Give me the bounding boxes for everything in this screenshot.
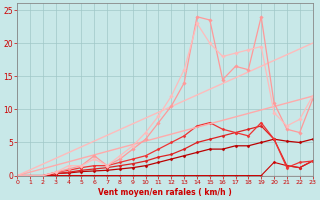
X-axis label: Vent moyen/en rafales ( km/h ): Vent moyen/en rafales ( km/h ) [98,188,232,197]
